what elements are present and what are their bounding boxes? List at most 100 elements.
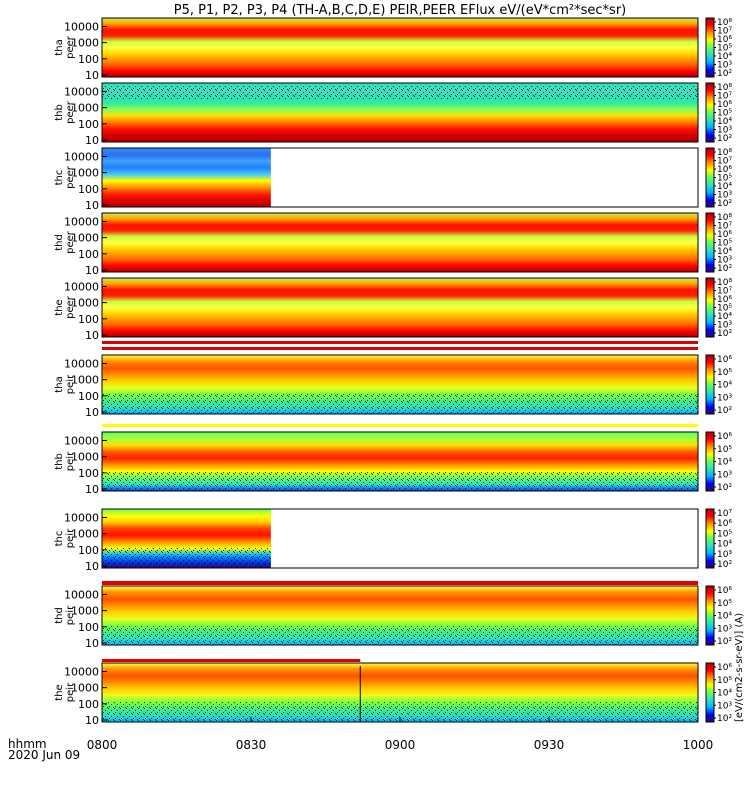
panel-probe-label: tha [54,376,65,392]
panel-species-label: peir [65,528,76,548]
colorbar-tick-label: 10⁶ [717,100,732,110]
panel-the-peir: thepeir 10 100 1000 10000 10² 10³ 10⁴ 10⁵ 10⁶ [54,662,732,727]
panel-probe-label: the [54,299,65,315]
panel-probe-label: tha [54,39,65,55]
colorbar-tick-label: 10⁵ [717,174,732,184]
colorbar-tick-label: 10⁷ [717,287,732,297]
colorbar-tick-label: 10⁴ [717,52,732,62]
panel-species-label: peer [65,35,76,59]
y-tick-label: 10000 [64,434,99,447]
colorbar-tick-label: 10⁵ [717,44,732,54]
spectrogram-data [102,213,698,272]
colorbar-tick-label: 10⁴ [717,381,732,391]
colorbar-tick-label: 10² [717,329,732,339]
y-tick-label: 10 [85,714,99,727]
figure-title: P5, P1, P2, P3, P4 (TH-A,B,C,D,E) PEIR,P… [174,3,627,18]
panel-frame [101,277,699,338]
y-tick-label: 100 [78,544,99,557]
y-tick-label: 1000 [71,528,99,541]
y-tick-label: 100 [78,118,99,131]
colorbar-tick-label: 10³ [717,550,732,560]
y-tick-label: 10000 [64,511,99,524]
y-tick-label: 10 [85,264,99,277]
colorbar [705,277,715,338]
colorbar-tick-label: 10⁵ [717,529,732,539]
noise-speckle [102,85,698,99]
y-tick-label: 100 [78,183,99,196]
panel-probe-label: thb [54,453,65,470]
panel-stack: thapeer1010010001000010²10³10⁴10⁵10⁶10⁷1… [54,17,732,727]
colorbar-tick-label: 10⁸ [717,18,732,28]
panel-probe-label: thd [54,234,65,251]
colorbar-tick-label: 10⁵ [717,676,732,686]
colorbar-tick-label: 10⁷ [717,27,732,37]
colorbar-tick-label: 10⁸ [717,278,732,288]
y-tick-label: 10000 [64,150,99,163]
panel-species-label: peer [65,100,76,124]
panel-frame [101,17,699,78]
y-tick-label: 100 [78,390,99,403]
y-tick-label: 10000 [64,357,99,370]
y-tick-label: 10 [85,329,99,342]
y-tick-label: 1000 [71,232,99,245]
colorbar-tick-label: 10⁵ [717,445,732,455]
colorbar-tick-label: 10⁶ [717,295,732,305]
availability-bar [102,424,698,427]
panel-species-label: peir [65,605,76,625]
colorbar-tick-label: 10³ [717,256,732,266]
y-tick-label: 1000 [71,682,99,695]
panel-the-peer: thepeer 10 100 1000 10000 10²10³10⁴10⁵10⁶10⁷1… [54,277,732,342]
panel-species-label: peir [65,451,76,471]
colorbar-tick-label: 10⁶ [717,355,732,365]
colorbar-tick-label: 10⁷ [717,509,732,519]
colorbar-tick-label: 10³ [717,470,732,480]
y-tick-label: 10000 [64,215,99,228]
colorbar-tick-label: 10² [717,637,732,647]
panel-probe-label: the [54,684,65,700]
spectrogram-data [102,278,698,337]
y-tick-label: 10000 [64,588,99,601]
colorbar [705,508,715,569]
panel-frame [101,212,699,273]
colorbar-tick-label: 10⁶ [717,663,732,673]
spectrogram-data [102,18,698,77]
y-tick-label: 1000 [71,451,99,464]
y-tick-label: 10 [85,483,99,496]
y-tick-label: 10000 [64,280,99,293]
colorbar-tick-label: 10⁶ [717,519,732,529]
panel-tha-peer: thapeer 10 100 1000 10000 10²10³10⁴10⁵10⁶10⁷1… [54,17,732,82]
panel-frame [101,354,699,415]
colorbar-tick-label: 10⁵ [717,368,732,378]
colorbar-tick-label: 10³ [717,61,732,71]
colorbar-tick-label: 10³ [717,191,732,201]
time-axis: hhmm 2020 Jun 09 0800 0830 0900 0930 1000 [8,717,713,762]
y-tick-label: 100 [78,53,99,66]
panel-species-label: peir [65,682,76,702]
colorbar-tick-label: 10⁴ [717,540,732,550]
availability-bar [102,581,698,585]
x-tick-label: 0830 [236,738,267,752]
colorbar-tick-label: 10⁴ [717,247,732,257]
y-tick-label: 100 [78,621,99,634]
data-availability-bars [102,341,698,662]
colorbar-tick-label: 10⁸ [717,148,732,158]
colorbar-tick-label: 10⁷ [717,157,732,167]
availability-bar [102,659,361,662]
y-tick-label: 100 [78,313,99,326]
panel-probe-label: thd [54,607,65,624]
colorbar [705,212,715,273]
colorbar-tick-label: 10³ [717,126,732,136]
x-tick-label: 1000 [683,738,714,752]
panel-thd-peir: thdpeir 10 100 1000 10000 10² 10³ 10⁴ 10⁵ 10⁶ [54,585,732,650]
panel-frame [101,431,699,492]
colorbar-tick-label: 10³ [717,393,732,403]
panel-label: thcpeir [54,528,76,548]
colorbar [705,354,715,415]
colorbar-tick-label: 10⁶ [717,230,732,240]
y-tick-label: 10 [85,560,99,573]
panel-probe-label: thb [54,104,65,121]
panel-label: thbpeer [54,100,76,124]
colorbar-tick-label: 10⁵ [717,599,732,609]
